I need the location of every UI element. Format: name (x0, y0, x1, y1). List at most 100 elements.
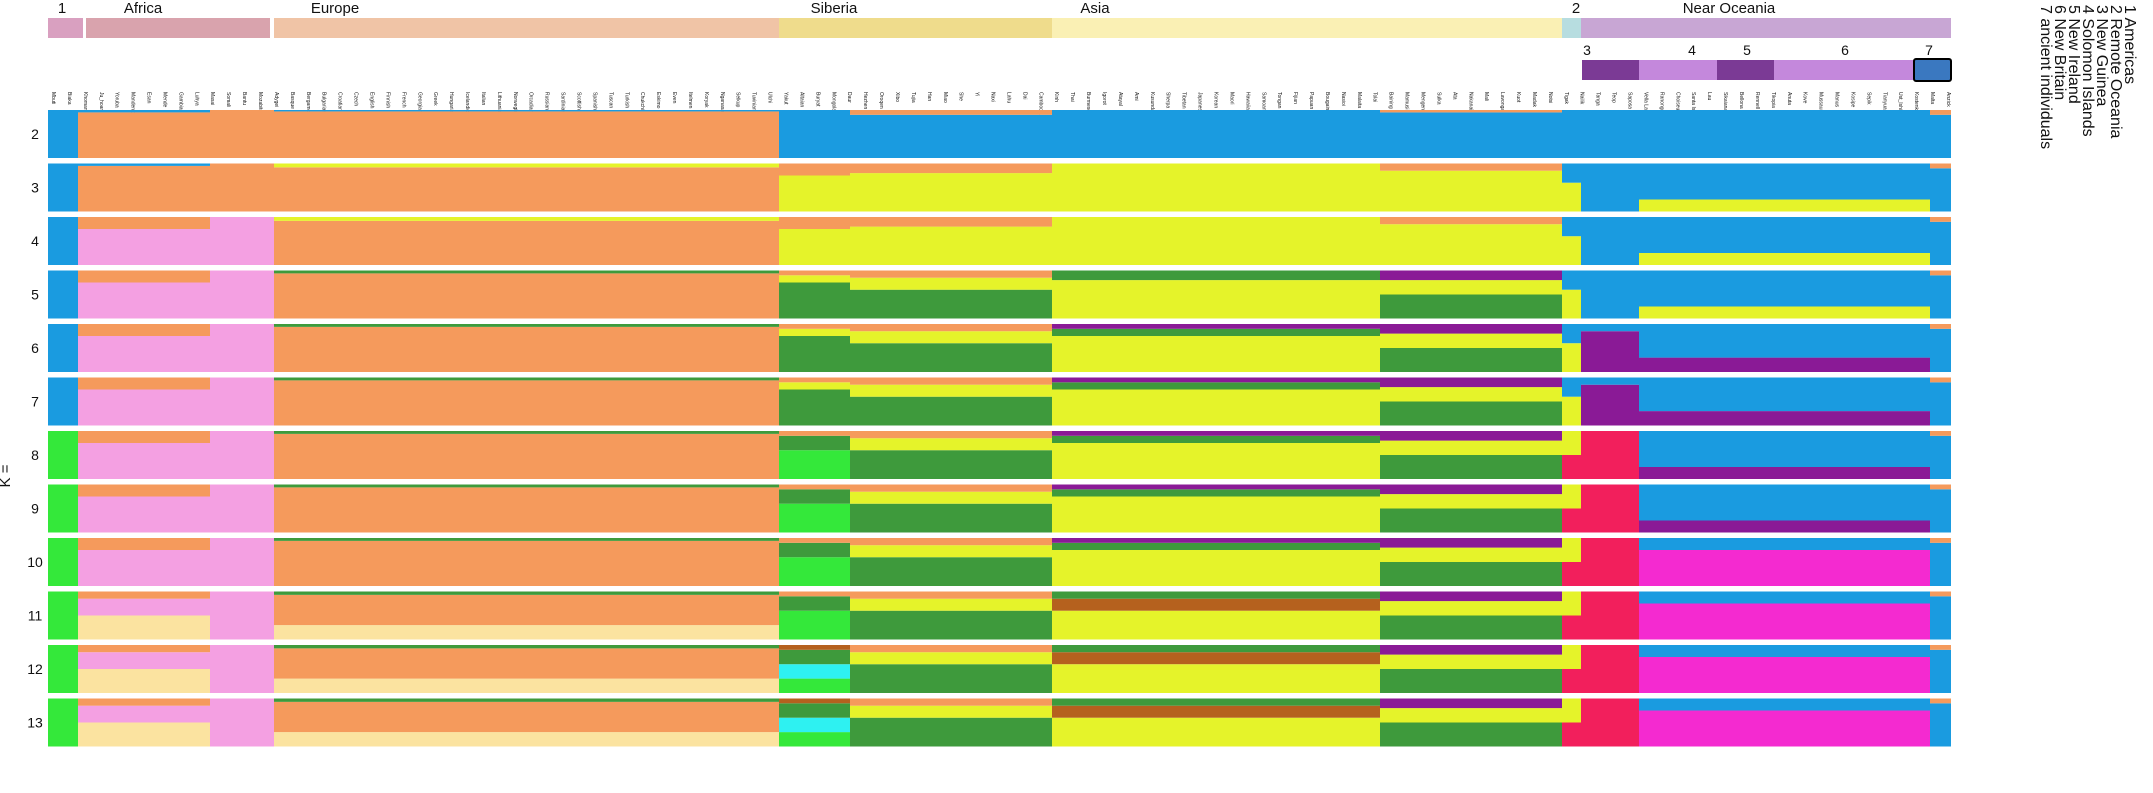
population-label: Orcadian (528, 92, 534, 113)
admixture-segment (779, 270, 850, 276)
population-label: Mende (161, 92, 167, 108)
admixture-segment (1562, 182, 1581, 212)
population-label: Mandenka (130, 92, 136, 116)
admixture-segment (1930, 649, 1951, 693)
admixture-segment (850, 438, 1052, 451)
admixture-segment (1380, 698, 1562, 709)
admixture-segment (1562, 669, 1581, 693)
admixture-segment (1052, 610, 1380, 640)
population-label: Atayal (1117, 92, 1123, 106)
admixture-segment (850, 503, 1052, 533)
population-label: Thai (1069, 92, 1075, 102)
admixture-segment (78, 722, 210, 747)
admixture-segment (1380, 508, 1562, 533)
admixture-segment (779, 450, 850, 479)
population-label: Madak (1531, 92, 1537, 108)
admixture-segment (850, 289, 1052, 319)
admixture-segment (274, 217, 779, 221)
population-label: Greek (432, 92, 438, 106)
population-label: Mengen (1419, 92, 1425, 110)
admixture-segment (1562, 236, 1581, 265)
k-label: 5 (31, 287, 39, 303)
admixture-segment (779, 678, 850, 693)
admixture-segment (1930, 703, 1951, 747)
population-label: Kinh (1053, 92, 1059, 102)
admixture-segment (1581, 377, 1639, 385)
admixture-segment (850, 652, 1052, 665)
admixture-segment (1581, 484, 1639, 533)
admixture-segment (274, 326, 779, 372)
admixture-segment (1639, 710, 1930, 747)
admixture-segment (48, 163, 78, 212)
population-label: Kove (1802, 92, 1808, 104)
admixture-segment (1380, 387, 1562, 402)
admixture-segment (779, 732, 850, 747)
admixture-segment (850, 384, 1052, 397)
admixture-segment (779, 431, 850, 436)
admixture-segment (1930, 377, 1951, 383)
population-label: Lithuanian (496, 92, 502, 115)
admixture-segment (1052, 324, 1380, 329)
admixture-segment (1562, 270, 1581, 290)
population-label: Buryat (814, 92, 820, 107)
population-label: Bergamo (305, 92, 311, 113)
admixture-segment (78, 652, 210, 669)
admixture-segment (1562, 163, 1581, 183)
admixture-segment (1562, 538, 1581, 562)
population-label: Japanese (1197, 92, 1203, 114)
y-axis-label: K = (0, 464, 14, 487)
admixture-segment (1562, 343, 1581, 372)
admixture-segment (1562, 645, 1581, 669)
population-label: Georgian (416, 92, 422, 113)
subregion-block (1914, 60, 1951, 80)
admixture-segment (1380, 601, 1562, 616)
admixture-segment (1562, 289, 1581, 319)
admixture-segment (78, 163, 210, 166)
k-labels: 2 3 4 5 6 7 8 9 10 11 12 13 (27, 126, 43, 731)
admixture-segment (850, 217, 1052, 227)
admixture-segment (779, 649, 850, 665)
population-label: Adygei (273, 92, 279, 107)
k-label: 6 (31, 340, 39, 356)
admixture-segment (850, 610, 1052, 640)
admixture-segment (850, 270, 1052, 278)
admixture-segment (1639, 217, 1930, 253)
admixture-segment (274, 698, 779, 702)
population-label: Mussau (1818, 92, 1824, 110)
population-label: Nganasan (719, 92, 725, 115)
region-block (1581, 18, 1951, 38)
population-label: Lahu (1005, 92, 1011, 103)
population-label: Sikaiana (1722, 92, 1728, 111)
population-label: Somali (225, 92, 231, 107)
population-label: Han (926, 92, 932, 101)
population-label: Italian (480, 92, 486, 106)
admixture-segment (1380, 217, 1562, 225)
admixture-segment (274, 431, 779, 434)
population-label: Vella Lavella (1642, 92, 1648, 120)
admixture-segment (48, 110, 78, 158)
region-label: Siberia (811, 0, 858, 17)
population-label: Bulgarian (321, 92, 327, 113)
population-label: Sardinian (560, 92, 566, 113)
k-label: 9 (31, 501, 39, 517)
admixture-segment (1052, 382, 1380, 390)
population-label: Mongola (830, 92, 836, 111)
admixture-segment (1581, 698, 1639, 747)
admixture-segment (779, 542, 850, 558)
admixture-segment (274, 648, 779, 679)
population-label: Mamusi (1404, 92, 1410, 110)
admixture-segment (850, 110, 1052, 115)
admixture-segment (274, 163, 779, 168)
admixture-segment (779, 336, 850, 372)
admixture-segment (779, 591, 850, 597)
admixture-segment (779, 489, 850, 504)
admixture-segment (1052, 550, 1380, 586)
admixture-segment (1052, 270, 1380, 281)
population-label: Malaita (1356, 92, 1362, 108)
admixture-segment (1930, 270, 1951, 276)
admixture-segment (1639, 431, 1930, 467)
population-label: Chukchi (639, 92, 645, 110)
region-label: 2 (1572, 0, 1580, 17)
population-label: Tuscan (607, 92, 613, 108)
